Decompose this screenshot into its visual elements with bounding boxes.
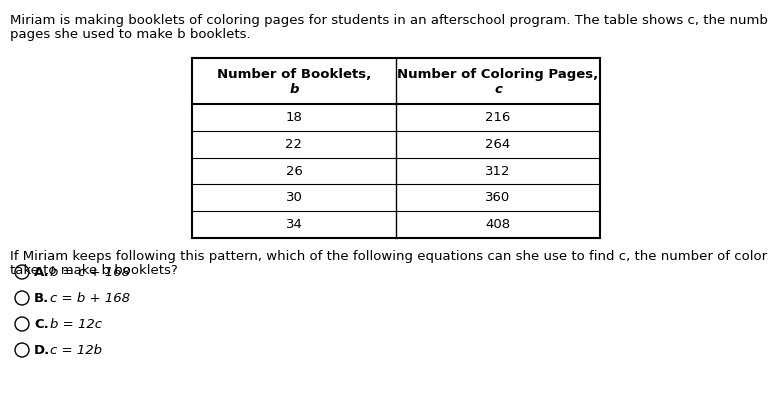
Text: 34: 34 xyxy=(286,218,303,231)
Text: If Miriam keeps following this pattern, which of the following equations can she: If Miriam keeps following this pattern, … xyxy=(10,250,768,263)
Text: b = c + 168: b = c + 168 xyxy=(50,266,130,279)
Text: 360: 360 xyxy=(485,191,511,204)
Text: B.: B. xyxy=(34,292,49,305)
Text: 216: 216 xyxy=(485,111,511,124)
Text: A.: A. xyxy=(34,266,50,279)
Text: Number of Coloring Pages,: Number of Coloring Pages, xyxy=(397,67,598,80)
Text: 26: 26 xyxy=(286,165,303,178)
Text: c: c xyxy=(494,82,502,95)
Text: D.: D. xyxy=(34,344,50,357)
Text: 264: 264 xyxy=(485,138,511,151)
Text: 18: 18 xyxy=(286,111,303,124)
Text: c = 12b: c = 12b xyxy=(50,344,102,357)
Text: Miriam is making booklets of coloring pages for students in an afterschool progr: Miriam is making booklets of coloring pa… xyxy=(10,14,768,27)
Text: Number of Booklets,: Number of Booklets, xyxy=(217,67,371,80)
Text: pages she used to make b booklets.: pages she used to make b booklets. xyxy=(10,28,250,41)
Text: 22: 22 xyxy=(286,138,303,151)
Text: 312: 312 xyxy=(485,165,511,178)
Text: C.: C. xyxy=(34,318,48,331)
Text: b: b xyxy=(290,82,299,95)
Text: 408: 408 xyxy=(485,218,511,231)
Text: 30: 30 xyxy=(286,191,303,204)
Text: c = b + 168: c = b + 168 xyxy=(50,292,130,305)
Text: take to make b booklets?: take to make b booklets? xyxy=(10,264,177,277)
Text: b = 12c: b = 12c xyxy=(50,318,102,331)
